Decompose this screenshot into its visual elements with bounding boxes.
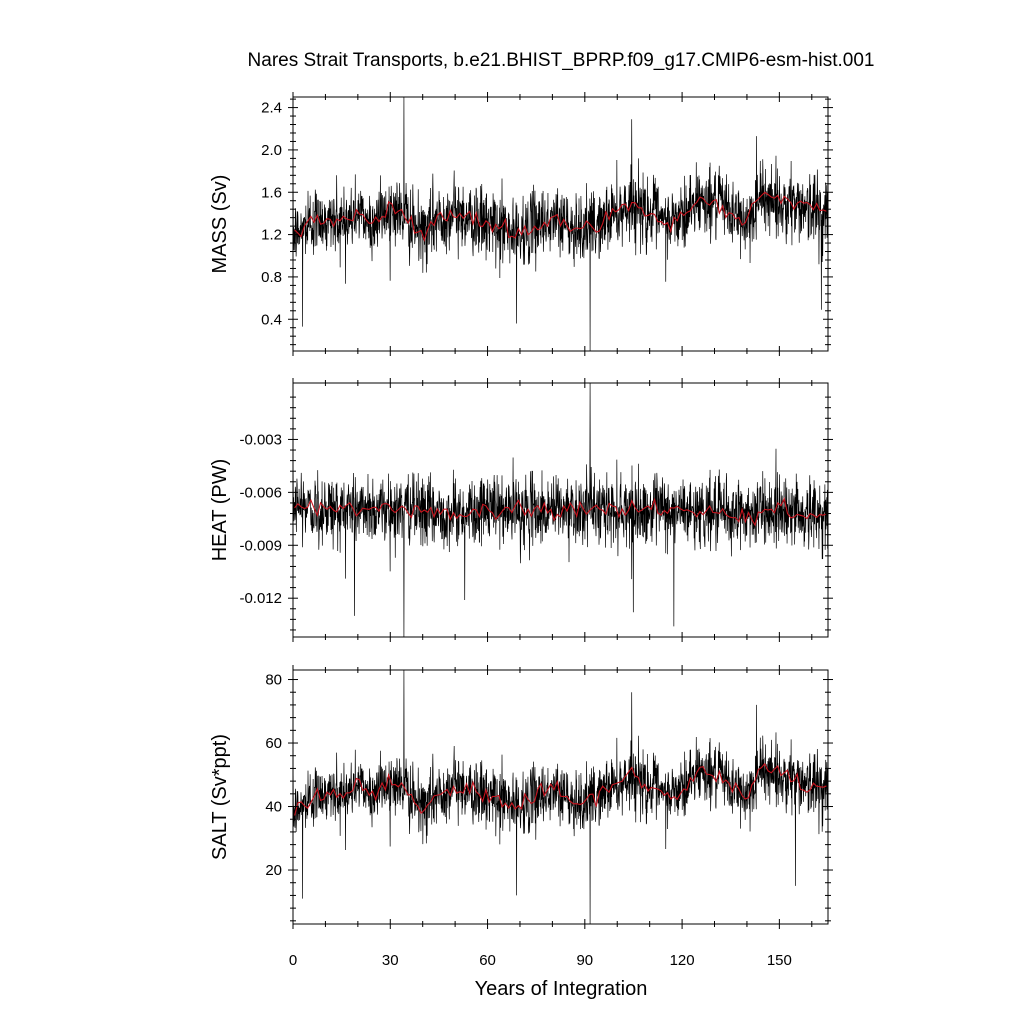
y-tick-label-heat: -0.009 [239, 537, 282, 554]
y-tick-label-mass: 0.4 [261, 311, 282, 328]
chart-title: Nares Strait Transports, b.e21.BHIST_BPR… [248, 50, 875, 71]
y-tick-label-mass: 1.2 [261, 227, 282, 244]
y-tick-label-heat: -0.012 [239, 590, 282, 607]
x-tick-label: 0 [289, 952, 297, 969]
panel-mass: 0.4 0.8 1.2 1.6 2.0 2.4 MASS (Sv) [209, 92, 833, 356]
x-axis: 0 30 60 90 120 150 [289, 952, 792, 969]
series-smoothed-heat [294, 496, 827, 527]
y-axis-title-salt: SALT (Sv*ppt) [209, 734, 231, 860]
y-tick-label-heat: -0.003 [239, 431, 282, 448]
y-tick-label-salt: 20 [265, 862, 282, 879]
x-tick-label: 150 [767, 952, 792, 969]
x-tick-label: 90 [576, 952, 593, 969]
y-tick-label-mass: 0.8 [261, 269, 282, 286]
y-tick-label-salt: 60 [265, 735, 282, 752]
plot-frame-salt [292, 669, 829, 925]
series-smoothed-salt [294, 762, 827, 816]
y-tick-label-heat: -0.006 [239, 484, 282, 501]
series-raw-salt [292, 669, 829, 925]
panel-heat: -0.003 -0.006 -0.009 -0.012 HEAT (PW) [209, 378, 833, 642]
plot-frame-mass [292, 96, 829, 352]
y-axis-title-heat: HEAT (PW) [209, 459, 231, 562]
series-smoothed-mass [294, 191, 827, 243]
x-tick-label: 120 [670, 952, 695, 969]
y-tick-label-salt: 80 [265, 672, 282, 689]
plot-frame-heat [292, 382, 829, 638]
series-raw-heat [292, 382, 829, 638]
y-tick-label-mass: 1.6 [261, 184, 282, 201]
y-tick-label-salt: 40 [265, 799, 282, 816]
y-axis-title-mass: MASS (Sv) [209, 175, 231, 274]
panel-salt: 20 40 60 80 SALT (Sv*ppt) [209, 665, 833, 929]
x-tick-label: 60 [479, 952, 496, 969]
y-tick-label-mass: 2.4 [261, 100, 282, 117]
y-tick-label-mass: 2.0 [261, 142, 282, 159]
x-axis-title: Years of Integration [475, 978, 648, 1000]
x-tick-label: 30 [382, 952, 399, 969]
series-raw-mass [292, 96, 829, 352]
